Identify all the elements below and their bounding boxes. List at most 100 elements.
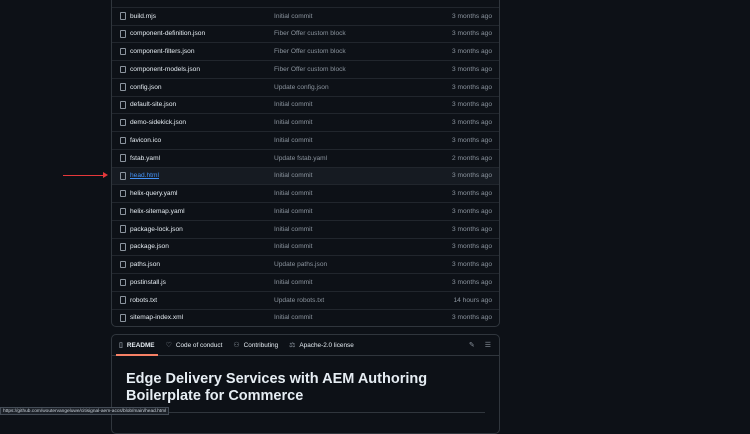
file-list: build.mjs Initial commit 3 months ago co…	[111, 0, 500, 328]
file-name-link[interactable]: package.json	[130, 243, 169, 251]
file-icon	[120, 260, 126, 269]
annotation-arrow	[63, 171, 108, 178]
file-icon	[120, 207, 126, 216]
commit-message-link[interactable]: Initial commit	[274, 243, 313, 251]
file-icon	[120, 136, 126, 145]
commit-age: 3 months ago	[452, 48, 492, 56]
file-row[interactable]: helix-sitemap.yaml Initial commit 3 mont…	[112, 202, 499, 220]
file-name-link[interactable]: favicon.ico	[130, 136, 162, 144]
scale-icon: ⚖	[289, 342, 296, 349]
edit-pencil-icon[interactable]: ✎	[468, 342, 475, 349]
file-name-link[interactable]: component-definition.json	[130, 30, 206, 38]
commit-age: 3 months ago	[452, 207, 492, 215]
file-name-link[interactable]: config.json	[130, 83, 162, 91]
file-name-link[interactable]: paths.json	[130, 261, 161, 269]
file-name-link[interactable]: default-site.json	[130, 101, 177, 109]
heart-shield-icon: ♡	[165, 342, 172, 349]
commit-age: 3 months ago	[452, 190, 492, 198]
file-name-link[interactable]: robots.txt	[130, 296, 158, 304]
commit-age: 3 months ago	[452, 261, 492, 269]
file-row[interactable]: package-lock.json Initial commit 3 month…	[112, 219, 499, 238]
tab-readme[interactable]: ▯ README	[116, 335, 158, 356]
outline-list-icon[interactable]: ☰	[484, 342, 491, 349]
commit-age: 3 months ago	[452, 136, 492, 144]
book-icon: ▯	[119, 342, 123, 349]
file-icon	[120, 172, 126, 180]
file-row[interactable]: favicon.ico Initial commit 3 months ago	[112, 131, 499, 149]
divider	[126, 412, 485, 413]
tab-license[interactable]: ⚖ Apache-2.0 license	[289, 335, 354, 355]
commit-message-link[interactable]: Update config.json	[274, 83, 329, 91]
tab-label: Contributing	[243, 341, 279, 349]
file-name-link[interactable]: package-lock.json	[130, 225, 183, 233]
file-name-link[interactable]: demo-sidekick.json	[130, 119, 187, 127]
commit-message-link[interactable]: Initial commit	[274, 278, 313, 286]
commit-message-link[interactable]: Initial commit	[274, 172, 313, 180]
commit-message-link[interactable]: Initial commit	[274, 12, 313, 20]
file-icon	[120, 314, 126, 322]
file-name-link[interactable]: component-filters.json	[130, 48, 195, 56]
file-icon	[120, 83, 126, 91]
file-icon	[120, 12, 126, 20]
commit-message-link[interactable]: Update robots.txt	[274, 296, 325, 304]
tab-contributing[interactable]: ⚇ Contributing	[233, 335, 278, 355]
commit-message-link[interactable]: Initial commit	[274, 225, 313, 233]
file-icon	[120, 278, 126, 287]
file-row[interactable]: fstab.yaml Update fstab.yaml 2 months ag…	[112, 148, 499, 167]
file-row[interactable]: paths.json Update paths.json 3 months ag…	[112, 255, 499, 273]
file-row[interactable]: component-models.json Fiber Offer custom…	[112, 60, 499, 78]
commit-message-link[interactable]: Initial commit	[274, 101, 313, 109]
file-icon	[120, 154, 126, 162]
commit-message-link[interactable]: Initial commit	[274, 207, 313, 215]
file-icon	[120, 30, 126, 38]
file-row[interactable]: robots.txt Update robots.txt 14 hours ag…	[112, 290, 499, 309]
file-icon	[120, 118, 126, 127]
file-name-link[interactable]: fstab.yaml	[130, 154, 161, 162]
commit-age: 3 months ago	[452, 30, 492, 38]
file-row[interactable]: head.html Initial commit 3 months ago	[112, 166, 499, 185]
file-name-link[interactable]: sitemap-index.xml	[130, 314, 184, 322]
commit-age: 3 months ago	[452, 172, 492, 180]
file-name-link[interactable]: build.mjs	[130, 12, 157, 20]
file-row[interactable]: postinstall.js Initial commit 3 months a…	[112, 273, 499, 291]
commit-message-link[interactable]: Initial commit	[274, 314, 313, 322]
file-name-link[interactable]: postinstall.js	[130, 278, 166, 286]
file-icon	[120, 65, 126, 74]
commit-age: 3 months ago	[452, 314, 492, 322]
readme-title: Edge Delivery Services with AEM Authorin…	[126, 371, 428, 404]
commit-message-link[interactable]: Initial commit	[274, 136, 313, 144]
file-icon	[120, 101, 126, 109]
file-icon	[120, 296, 126, 304]
file-row[interactable]: package.json Initial commit 3 months ago	[112, 237, 499, 256]
commit-message-link[interactable]: Initial commit	[274, 119, 313, 127]
file-name-link[interactable]: component-models.json	[130, 65, 201, 73]
tab-label: README	[126, 341, 155, 349]
file-row[interactable]: demo-sidekick.json Initial commit 3 mont…	[112, 113, 499, 131]
readme-tabs: ▯ README ♡ Code of conduct ⚇ Contributing ⚖…	[112, 335, 499, 356]
file-row[interactable]: default-site.json Initial commit 3 month…	[112, 95, 499, 114]
file-name-link[interactable]: head.html	[130, 172, 159, 180]
file-row[interactable]: component-definition.json Fiber Offer cu…	[112, 24, 499, 43]
commit-age: 3 months ago	[452, 278, 492, 286]
file-row[interactable]: component-filters.json Fiber Offer custo…	[112, 42, 499, 60]
commit-age: 3 months ago	[452, 65, 492, 73]
commit-message-link[interactable]: Update fstab.yaml	[274, 154, 328, 162]
file-row[interactable]	[112, 0, 499, 7]
people-icon: ⚇	[233, 342, 240, 349]
commit-message-link[interactable]: Update paths.json	[274, 261, 328, 269]
commit-message-link[interactable]: Fiber Offer custom block	[274, 65, 346, 73]
file-icon	[120, 189, 126, 198]
commit-age: 3 months ago	[452, 243, 492, 251]
file-name-link[interactable]: helix-query.yaml	[130, 190, 178, 198]
file-icon	[120, 243, 126, 251]
tab-code-of-conduct[interactable]: ♡ Code of conduct	[166, 335, 223, 355]
file-name-link[interactable]: helix-sitemap.yaml	[130, 207, 185, 215]
file-row[interactable]: config.json Update config.json 3 months …	[112, 77, 499, 96]
commit-age: 3 months ago	[452, 83, 492, 91]
file-row[interactable]: build.mjs Initial commit 3 months ago	[112, 6, 499, 25]
commit-message-link[interactable]: Fiber Offer custom block	[274, 30, 346, 38]
file-row[interactable]: helix-query.yaml Initial commit 3 months…	[112, 184, 499, 202]
commit-message-link[interactable]: Initial commit	[274, 190, 313, 198]
file-row[interactable]: sitemap-index.xml Initial commit 3 month…	[112, 308, 499, 327]
commit-message-link[interactable]: Fiber Offer custom block	[274, 48, 346, 56]
